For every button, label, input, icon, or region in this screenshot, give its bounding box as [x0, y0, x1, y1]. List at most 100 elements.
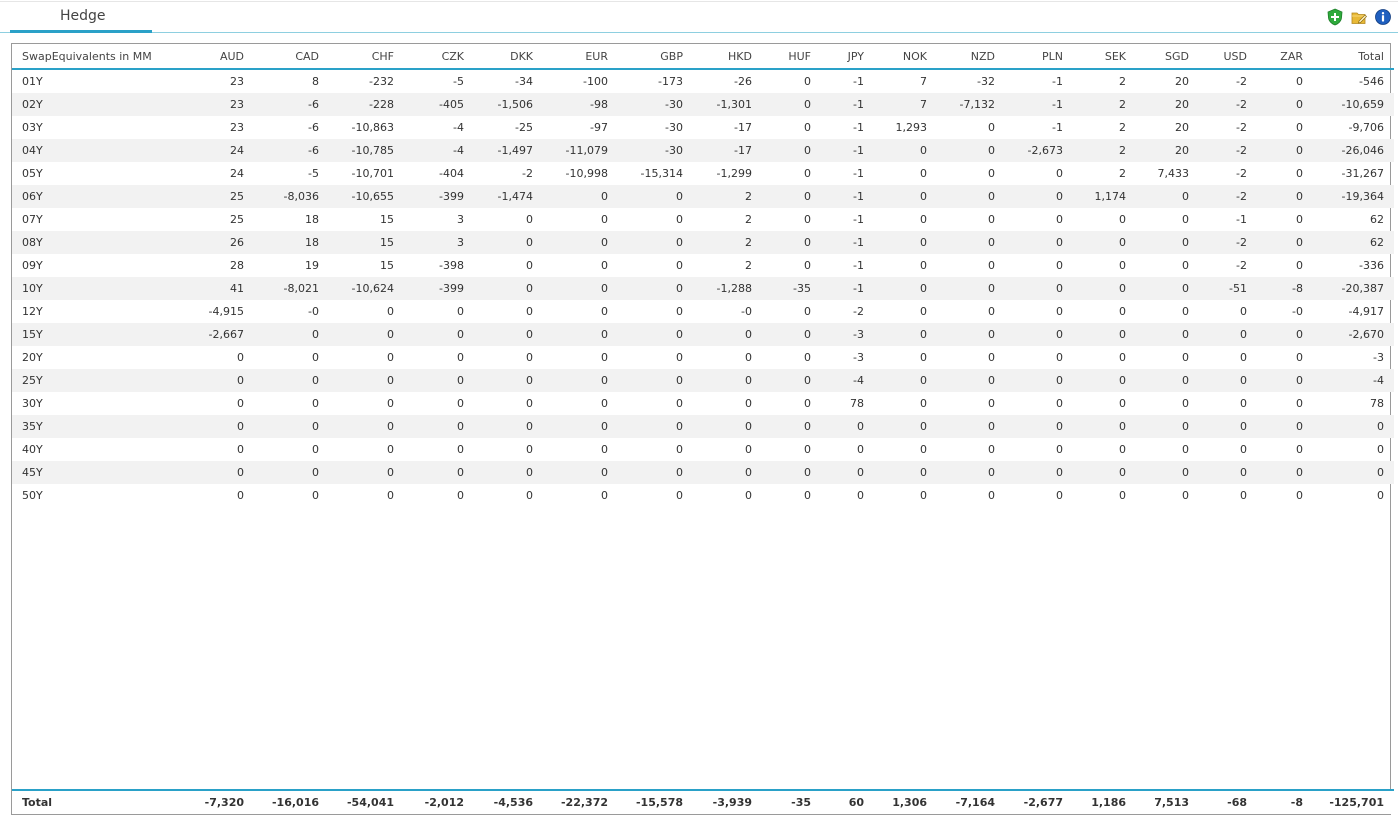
table-cell: 0	[874, 461, 937, 484]
column-header-nzd[interactable]: NZD	[937, 44, 1005, 70]
column-header-dkk[interactable]: DKK	[474, 44, 543, 70]
table-row[interactable]: 30Y 0 0 0 0 0 0 0 0 0 78 0 0 0 0 0 0 0 78	[12, 392, 1394, 415]
table-cell: 0	[543, 461, 618, 484]
table-cell: -32	[977, 75, 995, 88]
column-header-huf[interactable]: HUF	[762, 44, 821, 70]
table-row[interactable]: 10Y 41 -8,021 -10,624 -399 0 0 0 -1,288 -35 -1 0 0 0 0…	[12, 277, 1394, 300]
table-row[interactable]: 25Y 0 0 0 0 0 0 0 0 0 -4 0 0 0 0 0 0 0 -4	[12, 369, 1394, 392]
column-header-eur[interactable]: EUR	[543, 44, 618, 70]
table-cell: 0	[1119, 443, 1126, 456]
table-cell: 0	[1056, 443, 1063, 456]
column-header-chf[interactable]: CHF	[329, 44, 404, 70]
table-cell: 0	[676, 351, 683, 364]
table-cell: 0	[857, 443, 864, 456]
table-cell: 0	[1296, 213, 1303, 226]
table-cell: 0	[237, 443, 244, 456]
totals-label: Total	[22, 796, 53, 809]
table-cell: 0	[474, 415, 543, 438]
table-cell: 0	[920, 351, 927, 364]
table-cell: 0	[920, 489, 927, 502]
table-row[interactable]: 06Y 25 -8,036 -10,655 -399 -1,474 0 0 2 0 -1 0 0 0 1,1…	[12, 185, 1394, 208]
table-cell: -1,301	[693, 93, 762, 116]
table-cell: 0	[618, 277, 693, 300]
row-label: 25Y	[12, 369, 164, 392]
table-cell: -0	[308, 305, 319, 318]
column-header-pln[interactable]: PLN	[1005, 44, 1073, 70]
table-row[interactable]: 50Y 0 0 0 0 0 0 0 0 0 0 0 0 0 0 0 0 0 0	[12, 484, 1394, 507]
table-cell: 0	[601, 397, 608, 410]
table-cell: 0	[312, 351, 319, 364]
column-header-aud[interactable]: AUD	[164, 44, 254, 70]
table-row[interactable]: 01Y 23 8 -232 -5 -34 -100 -173 -26 0 -1 7 -32 -1 2 20 -2…	[12, 69, 1394, 93]
table-row[interactable]: 04Y 24 -6 -10,785 -4 -1,497 -11,079 -30 -17 0 -1 0 0…	[12, 139, 1394, 162]
table-cell: -0	[1292, 305, 1303, 318]
table-cell: 0	[601, 259, 608, 272]
table-row[interactable]: 40Y 0 0 0 0 0 0 0 0 0 0 0 0 0 0 0 0 0 0	[12, 438, 1394, 461]
column-header-usd[interactable]: USD	[1199, 44, 1257, 70]
tab-hedge[interactable]: Hedge	[10, 2, 152, 33]
info-icon[interactable]	[1374, 8, 1392, 26]
table-cell: 0	[457, 351, 464, 364]
table-cell: 0	[474, 461, 543, 484]
table-row[interactable]: 08Y 26 18 15 3 0 0 0 2 0 -1 0 0 0 0 0 -2 0 62	[12, 231, 1394, 254]
table-cell: 78	[1370, 397, 1384, 410]
table-cell: 0	[601, 443, 608, 456]
table-cell: 15	[380, 213, 394, 226]
table-cell: -10,655	[329, 185, 404, 208]
table-cell: -17	[734, 121, 752, 134]
table-cell: 0	[1056, 489, 1063, 502]
table-cell: -10,701	[351, 167, 394, 180]
table-cell: -399	[404, 185, 474, 208]
table-cell: 0	[164, 415, 254, 438]
column-header-sek[interactable]: SEK	[1073, 44, 1136, 70]
column-header-total[interactable]: Total	[1313, 44, 1394, 70]
table-cell: 18	[254, 231, 329, 254]
table-cell: 0	[404, 323, 474, 346]
table-row[interactable]: 35Y 0 0 0 0 0 0 0 0 0 0 0 0 0 0 0 0 0 0	[12, 415, 1394, 438]
column-header-cad[interactable]: CAD	[254, 44, 329, 70]
table-row[interactable]: 02Y 23 -6 -228 -405 -1,506 -98 -30 -1,301 0 -1 7 -7,…	[12, 93, 1394, 116]
table-row[interactable]: 12Y -4,915 -0 0 0 0 0 0 -0 0 -2 0 0 0 0 0 0 -0 -4,917	[12, 300, 1394, 323]
column-header-gbp[interactable]: GBP	[618, 44, 693, 70]
table-cell: -2	[1199, 93, 1257, 116]
table-cell: 15	[380, 259, 394, 272]
table-cell: 0	[857, 489, 864, 502]
table-row[interactable]: 20Y 0 0 0 0 0 0 0 0 0 -3 0 0 0 0 0 0 0 -3	[12, 346, 1394, 369]
table-cell: 0	[457, 305, 464, 318]
total-cell: -4,536	[493, 796, 533, 809]
column-header-jpy[interactable]: JPY	[821, 44, 874, 70]
column-header-sgd[interactable]: SGD	[1136, 44, 1199, 70]
column-header-swapequivalents-in-mm[interactable]: SwapEquivalents in MM	[12, 44, 164, 70]
table-row[interactable]: 05Y 24 -5 -10,701 -404 -2 -10,998 -15,314 -1,299…	[12, 162, 1394, 185]
table-cell: 0	[1257, 185, 1313, 208]
table-cell: -546	[1359, 75, 1384, 88]
table-cell: 0	[745, 397, 752, 410]
table-cell: -1	[1236, 213, 1247, 226]
table-cell: 2	[1119, 121, 1126, 134]
table-cell: 0	[543, 415, 618, 438]
table-cell: 0	[1119, 259, 1126, 272]
table-cell: 62	[1313, 231, 1394, 254]
table-row[interactable]: 15Y -2,667 0 0 0 0 0 0 0 0 -3 0 0 0 0 0 0 0 -2,670	[12, 323, 1394, 346]
folder-edit-icon[interactable]	[1350, 8, 1368, 26]
table-cell: 0	[1119, 397, 1126, 410]
row-label: 03Y	[22, 121, 43, 134]
column-header-czk[interactable]: CZK	[404, 44, 474, 70]
column-header-hkd[interactable]: HKD	[693, 44, 762, 70]
column-header-zar[interactable]: ZAR	[1257, 44, 1313, 70]
table-row[interactable]: 45Y 0 0 0 0 0 0 0 0 0 0 0 0 0 0 0 0 0 0	[12, 461, 1394, 484]
table-row[interactable]: 07Y 25 18 15 3 0 0 0 2 0 -1 0 0 0 0 0 -1 0 62	[12, 208, 1394, 231]
table-cell: 0	[1056, 259, 1063, 272]
table-cell: 0	[874, 277, 937, 300]
table-cell: 0	[474, 231, 543, 254]
table-cell: 0	[920, 443, 927, 456]
add-shield-icon[interactable]	[1326, 8, 1344, 26]
table-cell: -398	[439, 259, 464, 272]
table-cell: 0	[1056, 351, 1063, 364]
table-row[interactable]: 09Y 28 19 15 -398 0 0 0 2 0 -1 0 0 0 0 0 -2 0 -336	[12, 254, 1394, 277]
table-cell: 2	[1073, 93, 1136, 116]
table-cell: 0	[1296, 167, 1303, 180]
table-cell: 0	[745, 489, 752, 502]
column-header-nok[interactable]: NOK	[874, 44, 937, 70]
table-row[interactable]: 03Y 23 -6 -10,863 -4 -25 -97 -30 -17 0 -1 1,293 0 -1 2…	[12, 116, 1394, 139]
